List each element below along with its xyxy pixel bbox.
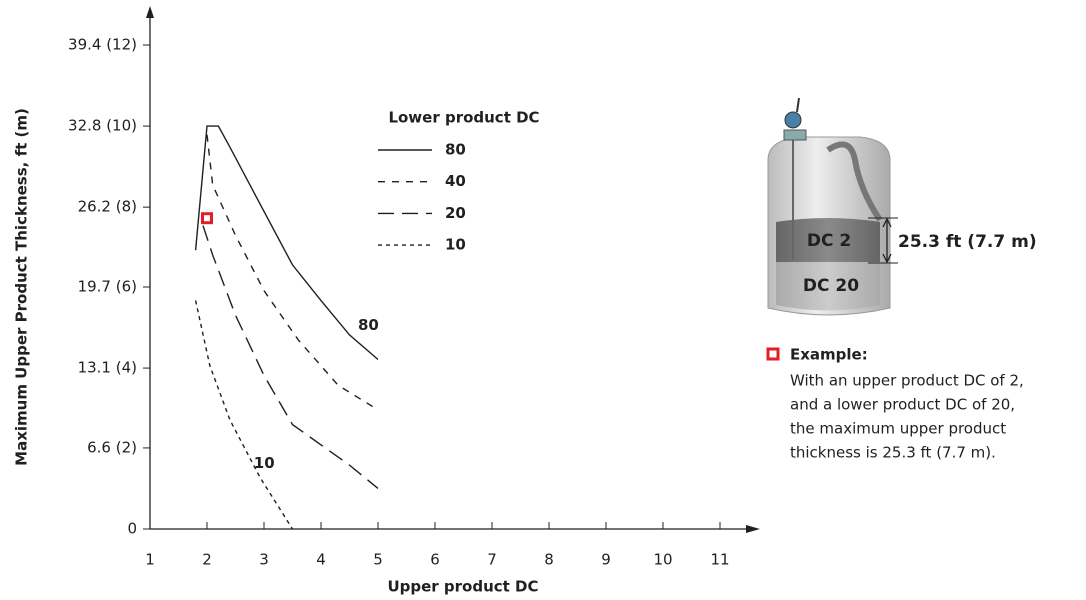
x-tick-label: 2: [202, 551, 212, 569]
example-text: With an upper product DC of 2,: [790, 372, 1024, 390]
curve-label: 80: [358, 316, 379, 334]
x-tick-label: 11: [710, 551, 729, 569]
y-arrow: [146, 6, 154, 18]
legend-label: 80: [445, 141, 466, 159]
example-text: and a lower product DC of 20,: [790, 396, 1015, 414]
example-marker: [203, 214, 212, 223]
legend-title: Lower product DC: [388, 109, 539, 127]
legend-label: 40: [445, 172, 466, 190]
example-icon: [768, 349, 778, 359]
y-axis-title: Maximum Upper Product Thickness, ft (m): [13, 108, 31, 466]
x-axis-title: Upper product DC: [387, 578, 538, 596]
y-tick-label: 39.4 (12): [68, 36, 137, 54]
x-tick-label: 6: [430, 551, 440, 569]
y-tick-label: 26.2 (8): [78, 198, 137, 216]
y-tick-label: 32.8 (10): [68, 117, 137, 135]
x-tick-label: 8: [544, 551, 554, 569]
x-tick-label: 9: [601, 551, 611, 569]
x-arrow: [746, 525, 760, 533]
series-line: [196, 126, 378, 359]
example-title: Example:: [790, 346, 868, 364]
x-tick-label: 1: [145, 551, 155, 569]
thickness-label: 25.3 ft (7.7 m): [898, 232, 1037, 252]
example-text: the maximum upper product: [790, 420, 1006, 438]
legend-label: 20: [445, 204, 466, 222]
tank-lower: DC 20: [803, 276, 859, 296]
legend-label: 10: [445, 236, 466, 254]
page: {"chart_data": {"type": "line", "x_label…: [0, 0, 1086, 600]
x-tick-label: 7: [487, 551, 497, 569]
y-tick-label: 6.6 (2): [87, 438, 137, 456]
series-line: [196, 301, 293, 529]
y-tick-label: 0: [127, 520, 137, 538]
x-tick-label: 10: [653, 551, 672, 569]
y-tick-label: 13.1 (4): [78, 359, 137, 377]
example-text: thickness is 25.3 ft (7.7 m).: [790, 444, 996, 462]
series-line: [203, 226, 378, 489]
x-tick-label: 4: [316, 551, 326, 569]
series-line: [207, 135, 378, 410]
tank-upper: DC 2: [807, 231, 851, 251]
x-tick-label: 3: [259, 551, 269, 569]
x-tick-label: 5: [373, 551, 383, 569]
y-tick-label: 19.7 (6): [78, 278, 137, 296]
chart: Upper product DC Maximum Upper Product T…: [0, 0, 1086, 600]
curve-label: 10: [254, 454, 275, 472]
